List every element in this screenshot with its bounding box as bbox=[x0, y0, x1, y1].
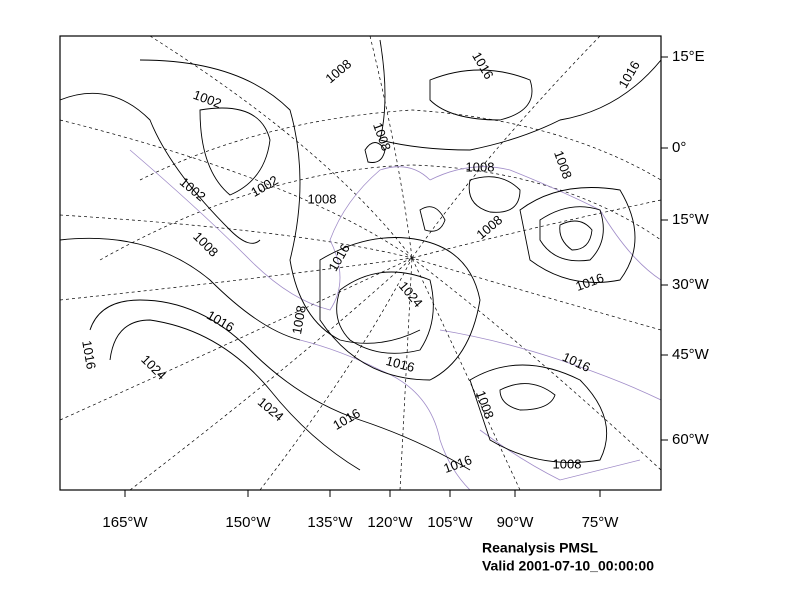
contour-label: 1008 bbox=[473, 388, 497, 420]
contour-label: 1008 bbox=[370, 120, 394, 152]
contours bbox=[60, 39, 661, 471]
contour-label: 1024 bbox=[396, 278, 426, 310]
bottom-label: 135°W bbox=[307, 514, 353, 531]
right-label: 0° bbox=[672, 139, 686, 156]
bottom-label: 150°W bbox=[225, 514, 271, 531]
bottom-label: 105°W bbox=[427, 514, 473, 531]
contour-label: 1016 bbox=[204, 307, 237, 334]
map-frame bbox=[59, 35, 662, 491]
map-content bbox=[60, 36, 661, 490]
contour-label: 1008 bbox=[289, 304, 309, 335]
contour-label: 1008 bbox=[322, 56, 354, 86]
contour-label: 1008 bbox=[473, 212, 505, 242]
contour-label: 1008 bbox=[551, 148, 575, 180]
right-label: 45°W bbox=[672, 346, 710, 363]
bottom-label: 75°W bbox=[582, 514, 620, 531]
contour-label: 1008 bbox=[553, 456, 582, 471]
contour-label: 1002 bbox=[177, 174, 209, 204]
title: Reanalysis PMSL bbox=[482, 540, 598, 556]
subtitle: Valid 2001-07-10_00:00:00 bbox=[482, 558, 654, 574]
contour-label: 1002 bbox=[191, 87, 223, 111]
contour-label: 1002 bbox=[248, 172, 281, 199]
contour-label: 1008 bbox=[466, 159, 495, 174]
contour-label: 1024 bbox=[138, 352, 169, 383]
right-label: 30°W bbox=[672, 276, 710, 293]
contour-label: 1008 bbox=[190, 229, 221, 260]
contour-label: 1016 bbox=[384, 353, 416, 375]
contour-label: 1016 bbox=[79, 339, 99, 370]
contour-label: 1016 bbox=[573, 270, 605, 294]
right-label: 60°W bbox=[672, 431, 710, 448]
right-label: 15°W bbox=[672, 211, 710, 228]
graticule bbox=[60, 36, 661, 490]
right-label: 15°E bbox=[672, 48, 705, 65]
contour-label: 1016 bbox=[615, 58, 642, 91]
bottom-label: 90°W bbox=[497, 514, 535, 531]
contour-label: 1016 bbox=[560, 349, 593, 375]
bottom-label: 120°W bbox=[367, 514, 413, 531]
contour-label: 1016 bbox=[469, 49, 496, 82]
contour-label: 1008 bbox=[308, 191, 337, 206]
contour-label: 1024 bbox=[255, 394, 287, 424]
bottom-label: 165°W bbox=[102, 514, 148, 531]
contour-label: 1016 bbox=[330, 405, 363, 432]
